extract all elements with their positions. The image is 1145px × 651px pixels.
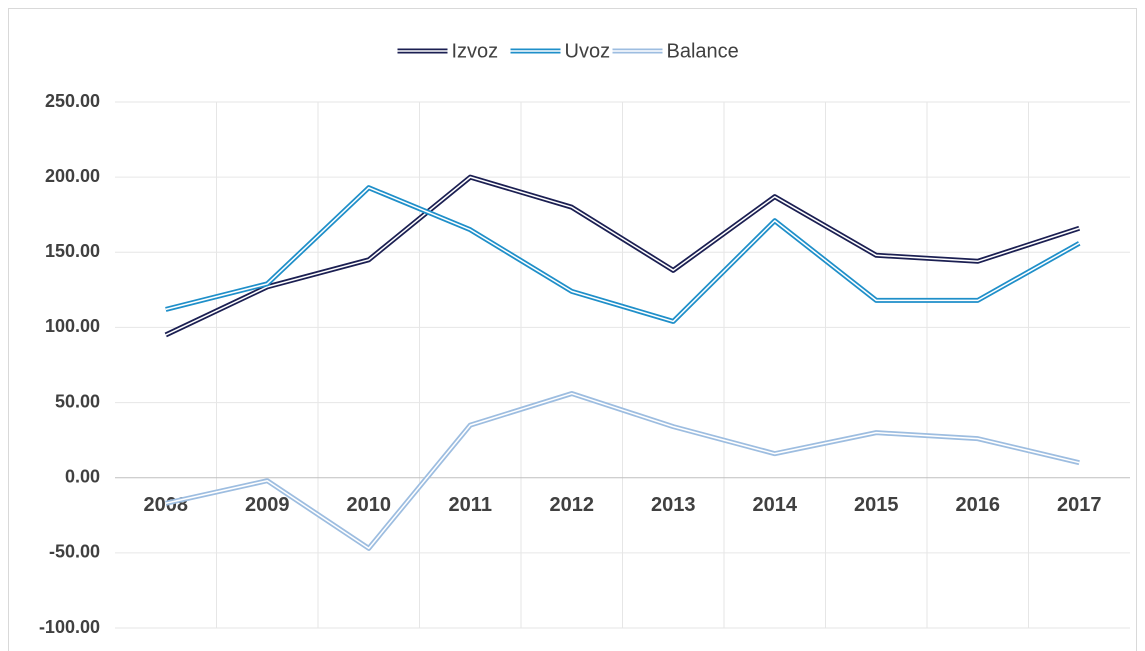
x-tick-label: 2016	[956, 494, 1001, 516]
y-tick-label: 150.00	[45, 241, 100, 261]
y-tick-label: 0.00	[65, 466, 100, 486]
x-tick-label: 2013	[651, 494, 696, 516]
x-tick-label: 2017	[1057, 494, 1102, 516]
x-tick-label: 2010	[347, 494, 392, 516]
y-tick-label: 250.00	[45, 91, 100, 111]
x-tick-label: 2011	[449, 494, 492, 516]
x-tick-label: 2014	[753, 494, 798, 516]
legend-label: Izvoz	[452, 40, 499, 62]
series-line-core	[165, 176, 1080, 336]
x-tick-label: 2015	[854, 494, 899, 516]
x-tick-label: 2009	[245, 494, 290, 516]
series-line-core	[165, 392, 1080, 550]
chart-frame	[8, 8, 1137, 651]
legend-label: Uvoz	[565, 40, 611, 62]
y-tick-label: 50.00	[55, 391, 100, 411]
legend-label: Balance	[667, 40, 739, 62]
y-tick-label: -100.00	[39, 617, 100, 637]
series-line-core	[165, 186, 1080, 323]
x-tick-label: 2012	[550, 494, 595, 516]
y-tick-label: 200.00	[45, 166, 100, 186]
y-tick-label: -50.00	[49, 542, 100, 562]
y-tick-label: 100.00	[45, 316, 100, 336]
